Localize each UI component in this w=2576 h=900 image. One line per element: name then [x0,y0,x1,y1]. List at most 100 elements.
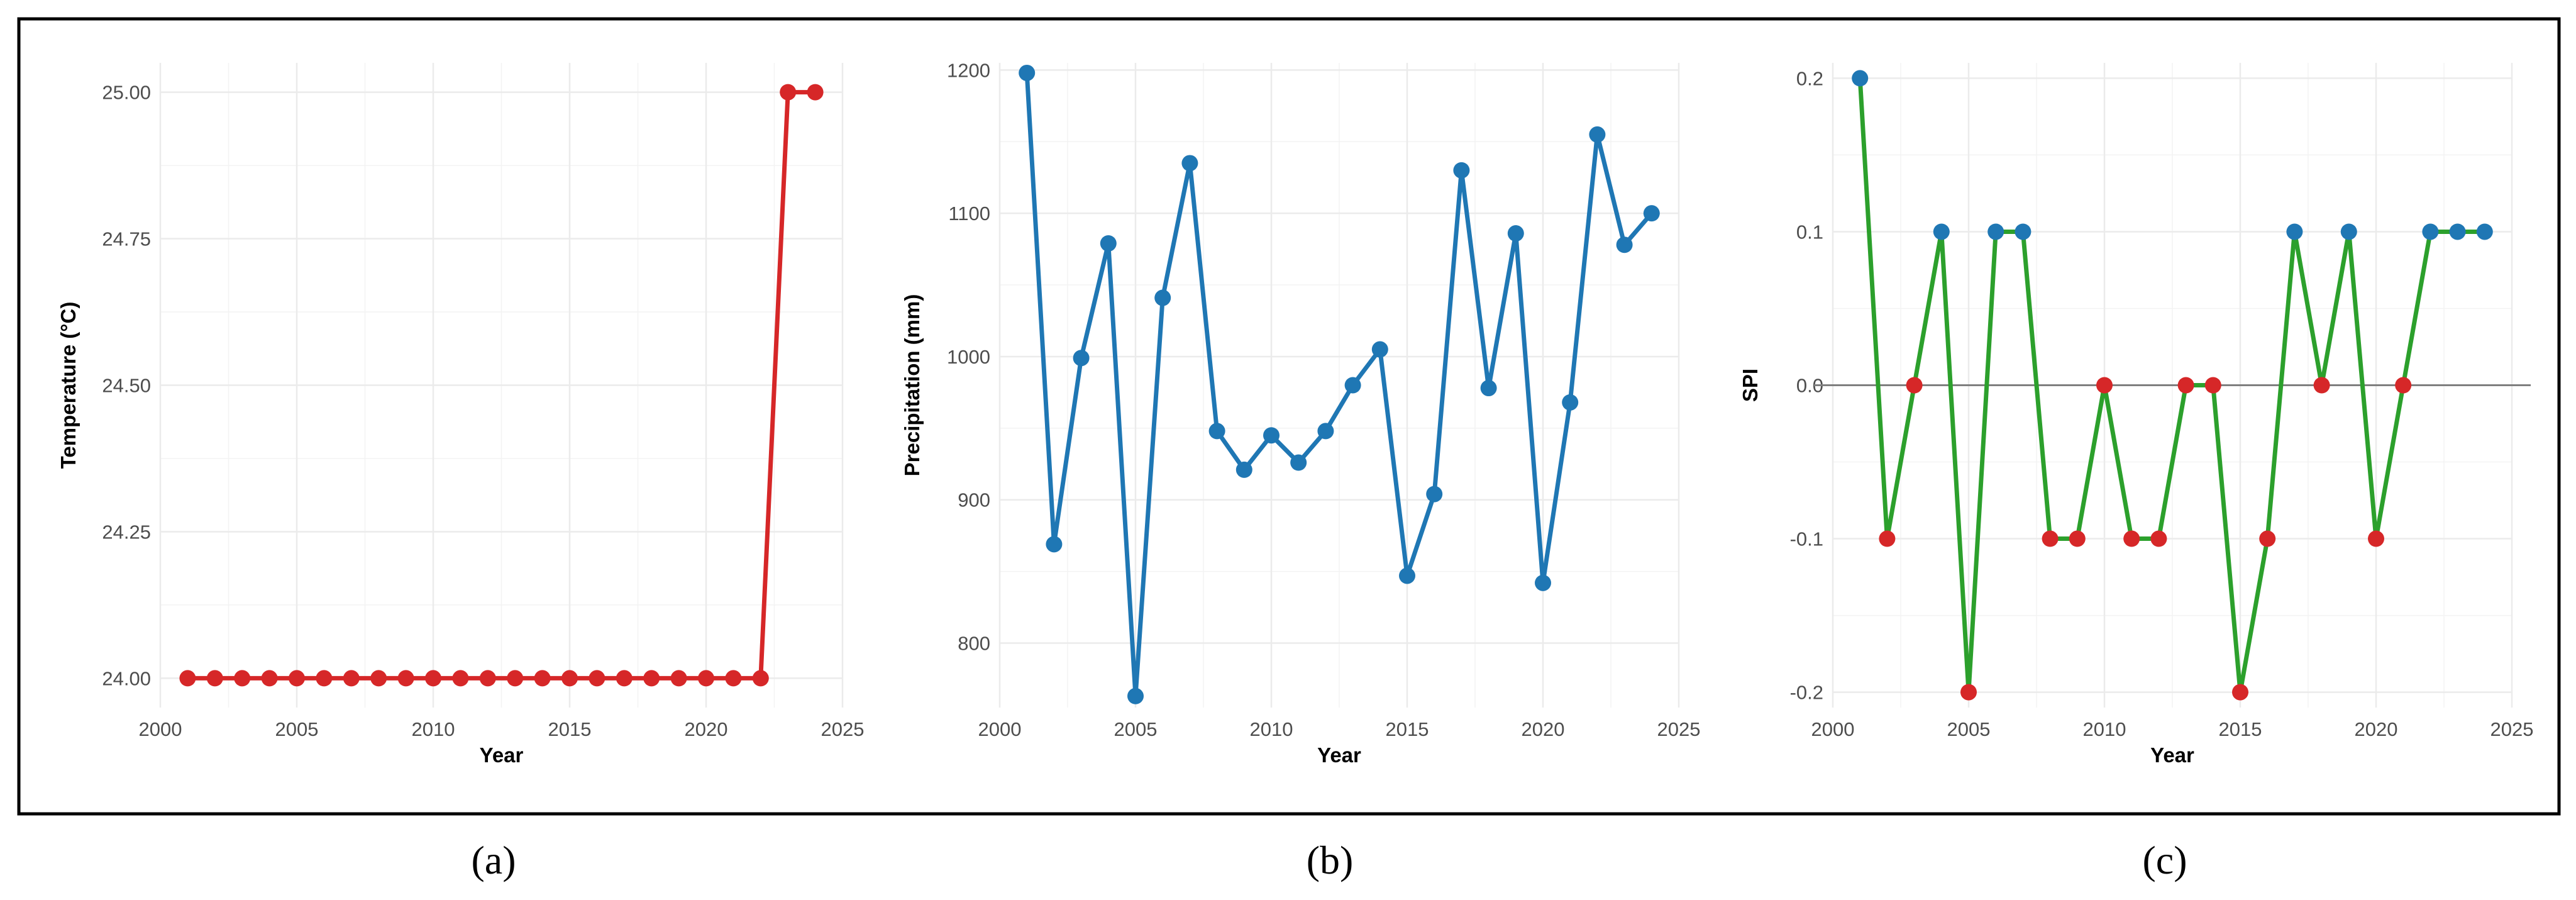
y-tick-label: 800 [958,633,990,655]
x-axis-title: Year [1317,743,1361,767]
y-tick-label: 1000 [947,346,990,368]
data-point [2340,223,2357,240]
data-point [1235,461,1252,478]
data-point [1643,205,1660,222]
x-tick-label: 2020 [1522,718,1565,740]
data-point [1317,423,1334,440]
x-tick-label: 2020 [685,718,728,740]
figure-border [17,17,2561,816]
data-point [1371,341,1388,358]
x-tick-label: 2025 [821,718,865,740]
y-axis-title: Temperature (°C) [57,302,80,469]
data-point [1399,567,1415,584]
x-tick-label: 2025 [2490,718,2534,740]
data-point [1263,427,1280,444]
data-point [1426,486,1443,503]
data-point [1507,225,1524,242]
data-point [2042,530,2059,547]
y-tick-label: 1200 [947,59,990,81]
x-tick-label: 2005 [275,718,319,740]
y-tick-label: 24.75 [102,228,151,250]
data-point [1562,394,1579,411]
y-tick-label: 0.2 [1796,67,1823,89]
data-point [425,670,441,687]
x-tick-label: 2020 [2355,718,2398,740]
data-point [1100,235,1117,252]
data-point [561,670,578,687]
y-tick-label: 900 [958,489,990,511]
data-point [1933,223,1950,240]
data-point [2123,530,2140,547]
data-point [2177,377,2194,394]
data-point [2395,377,2412,394]
y-tick-label: 1100 [948,203,990,225]
data-point [2313,377,2330,394]
data-point [1290,454,1307,471]
data-point [289,670,305,687]
data-point [1987,223,2004,240]
series-line [1857,78,2485,695]
data-point [261,670,278,687]
chart-panel-a: 2000 2005 2010 2015 2020 2025 24.00 24.25 24.50 2… [57,63,864,767]
data-point [1960,684,1977,701]
data-point [670,670,687,687]
data-point [616,670,633,687]
data-point [589,670,605,687]
data-point [1453,162,1470,179]
y-tick-label: 24.25 [102,521,151,543]
x-tick-label: 2015 [548,718,592,740]
y-axis-title: Precipitation (mm) [900,294,924,477]
data-point [370,670,387,687]
data-point [1344,377,1361,394]
data-point [1480,380,1497,397]
data-point [2150,530,2167,547]
y-tick-label: 24.00 [102,667,151,689]
data-point [1535,574,1551,591]
data-point [643,670,660,687]
data-point [1073,350,1090,367]
data-point [2368,530,2384,547]
data-point [2422,223,2439,240]
data-point [1019,64,1036,81]
x-tick-label: 2010 [1250,718,1293,740]
data-point [725,670,742,687]
data-point [1852,70,1869,87]
data-point [316,670,333,687]
data-point [1181,155,1198,172]
y-tick-label: -0.2 [1790,682,1823,704]
data-point [343,670,360,687]
data-point [206,670,223,687]
series-line [1024,72,1654,699]
y-tick-label: 25.00 [102,82,151,104]
data-point [1906,377,1923,394]
x-tick-label: 2015 [2219,718,2262,740]
data-point [2069,530,2086,547]
data-point [1154,289,1171,306]
data-point [2286,223,2303,240]
data-point [234,670,251,687]
panel-label-a: (a) [471,838,516,882]
data-point [2015,223,2032,240]
chart-panel-b: 2000 2005 2010 2015 2020 2025 800 900 1000 1100 12… [900,59,1700,767]
data-point [507,670,524,687]
data-point [1127,687,1144,704]
data-point [397,670,414,687]
data-point [2449,223,2466,240]
data-point [780,84,797,101]
data-point [1616,236,1633,253]
data-point [2476,223,2493,240]
data-point [1208,423,1225,440]
data-point [1046,536,1063,553]
panel-label-b: (b) [1307,838,1354,882]
data-point [2204,377,2221,394]
y-tick-label: 24.50 [102,375,151,397]
data-point [452,670,469,687]
x-tick-label: 2025 [1657,718,1701,740]
x-tick-label: 2005 [1947,718,1991,740]
data-point [479,670,496,687]
data-point [179,670,196,687]
data-point [2232,684,2248,701]
x-tick-label: 2005 [1114,718,1158,740]
data-point [1879,530,1896,547]
